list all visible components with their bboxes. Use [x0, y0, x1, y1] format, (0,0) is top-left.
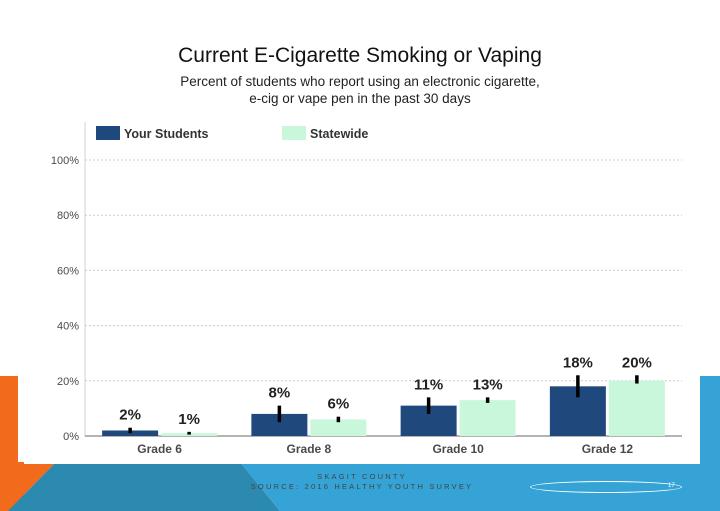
data-label-statewide: 20% [622, 354, 652, 371]
x-tick-label: Grade 12 [582, 442, 634, 456]
y-tick-label: 20% [57, 376, 79, 388]
bar-statewide [310, 419, 367, 436]
y-tick-label: 80% [57, 210, 79, 222]
data-label-your-students: 2% [119, 407, 141, 424]
subtitle-line-1: Percent of students who report using an … [180, 74, 540, 89]
subtitle-line-2: e-cig or vape pen in the past 30 days [249, 91, 471, 106]
legend-swatch-your-students [96, 126, 120, 140]
y-tick-label: 60% [57, 265, 79, 277]
x-tick-label: Grade 8 [287, 442, 332, 456]
data-label-statewide: 13% [473, 376, 503, 393]
footer-county: SKAGIT COUNTY [317, 472, 407, 481]
footer-source: SKAGIT COUNTY SOURCE: 2016 HEALTHY YOUTH… [232, 472, 492, 492]
x-tick-label: Grade 6 [137, 442, 182, 456]
bar-statewide [459, 400, 516, 436]
data-label-statewide: 6% [328, 396, 350, 413]
legend-label: Statewide [310, 127, 368, 141]
bar-your-students [251, 413, 308, 436]
bar-chart: 0% 20% 40% 60% 80% 100% Your Students Statewide… [50, 122, 682, 456]
page-number: 17 [668, 483, 675, 489]
legend-swatch-statewide [282, 126, 306, 140]
bottom-decorative-band [0, 462, 720, 511]
page-number-oval [530, 481, 682, 493]
data-label-your-students: 8% [269, 385, 291, 402]
y-tick-label: 40% [57, 321, 79, 333]
footer-source-text: SOURCE: 2016 HEALTHY YOUTH SURVEY [250, 482, 474, 491]
data-label-your-students: 18% [563, 354, 593, 371]
data-label-your-students: 11% [414, 376, 443, 393]
data-label-statewide: 1% [178, 411, 200, 428]
legend-label: Your Students [124, 127, 209, 141]
y-tick-label: 100% [51, 155, 79, 167]
slide-title: Current E-Cigarette Smoking or Vaping [178, 44, 542, 67]
x-tick-label: Grade 10 [432, 442, 484, 456]
bar-statewide [608, 380, 665, 436]
y-tick-label: 0% [63, 431, 79, 443]
slide-subtitle: Percent of students who report using an … [130, 73, 590, 107]
